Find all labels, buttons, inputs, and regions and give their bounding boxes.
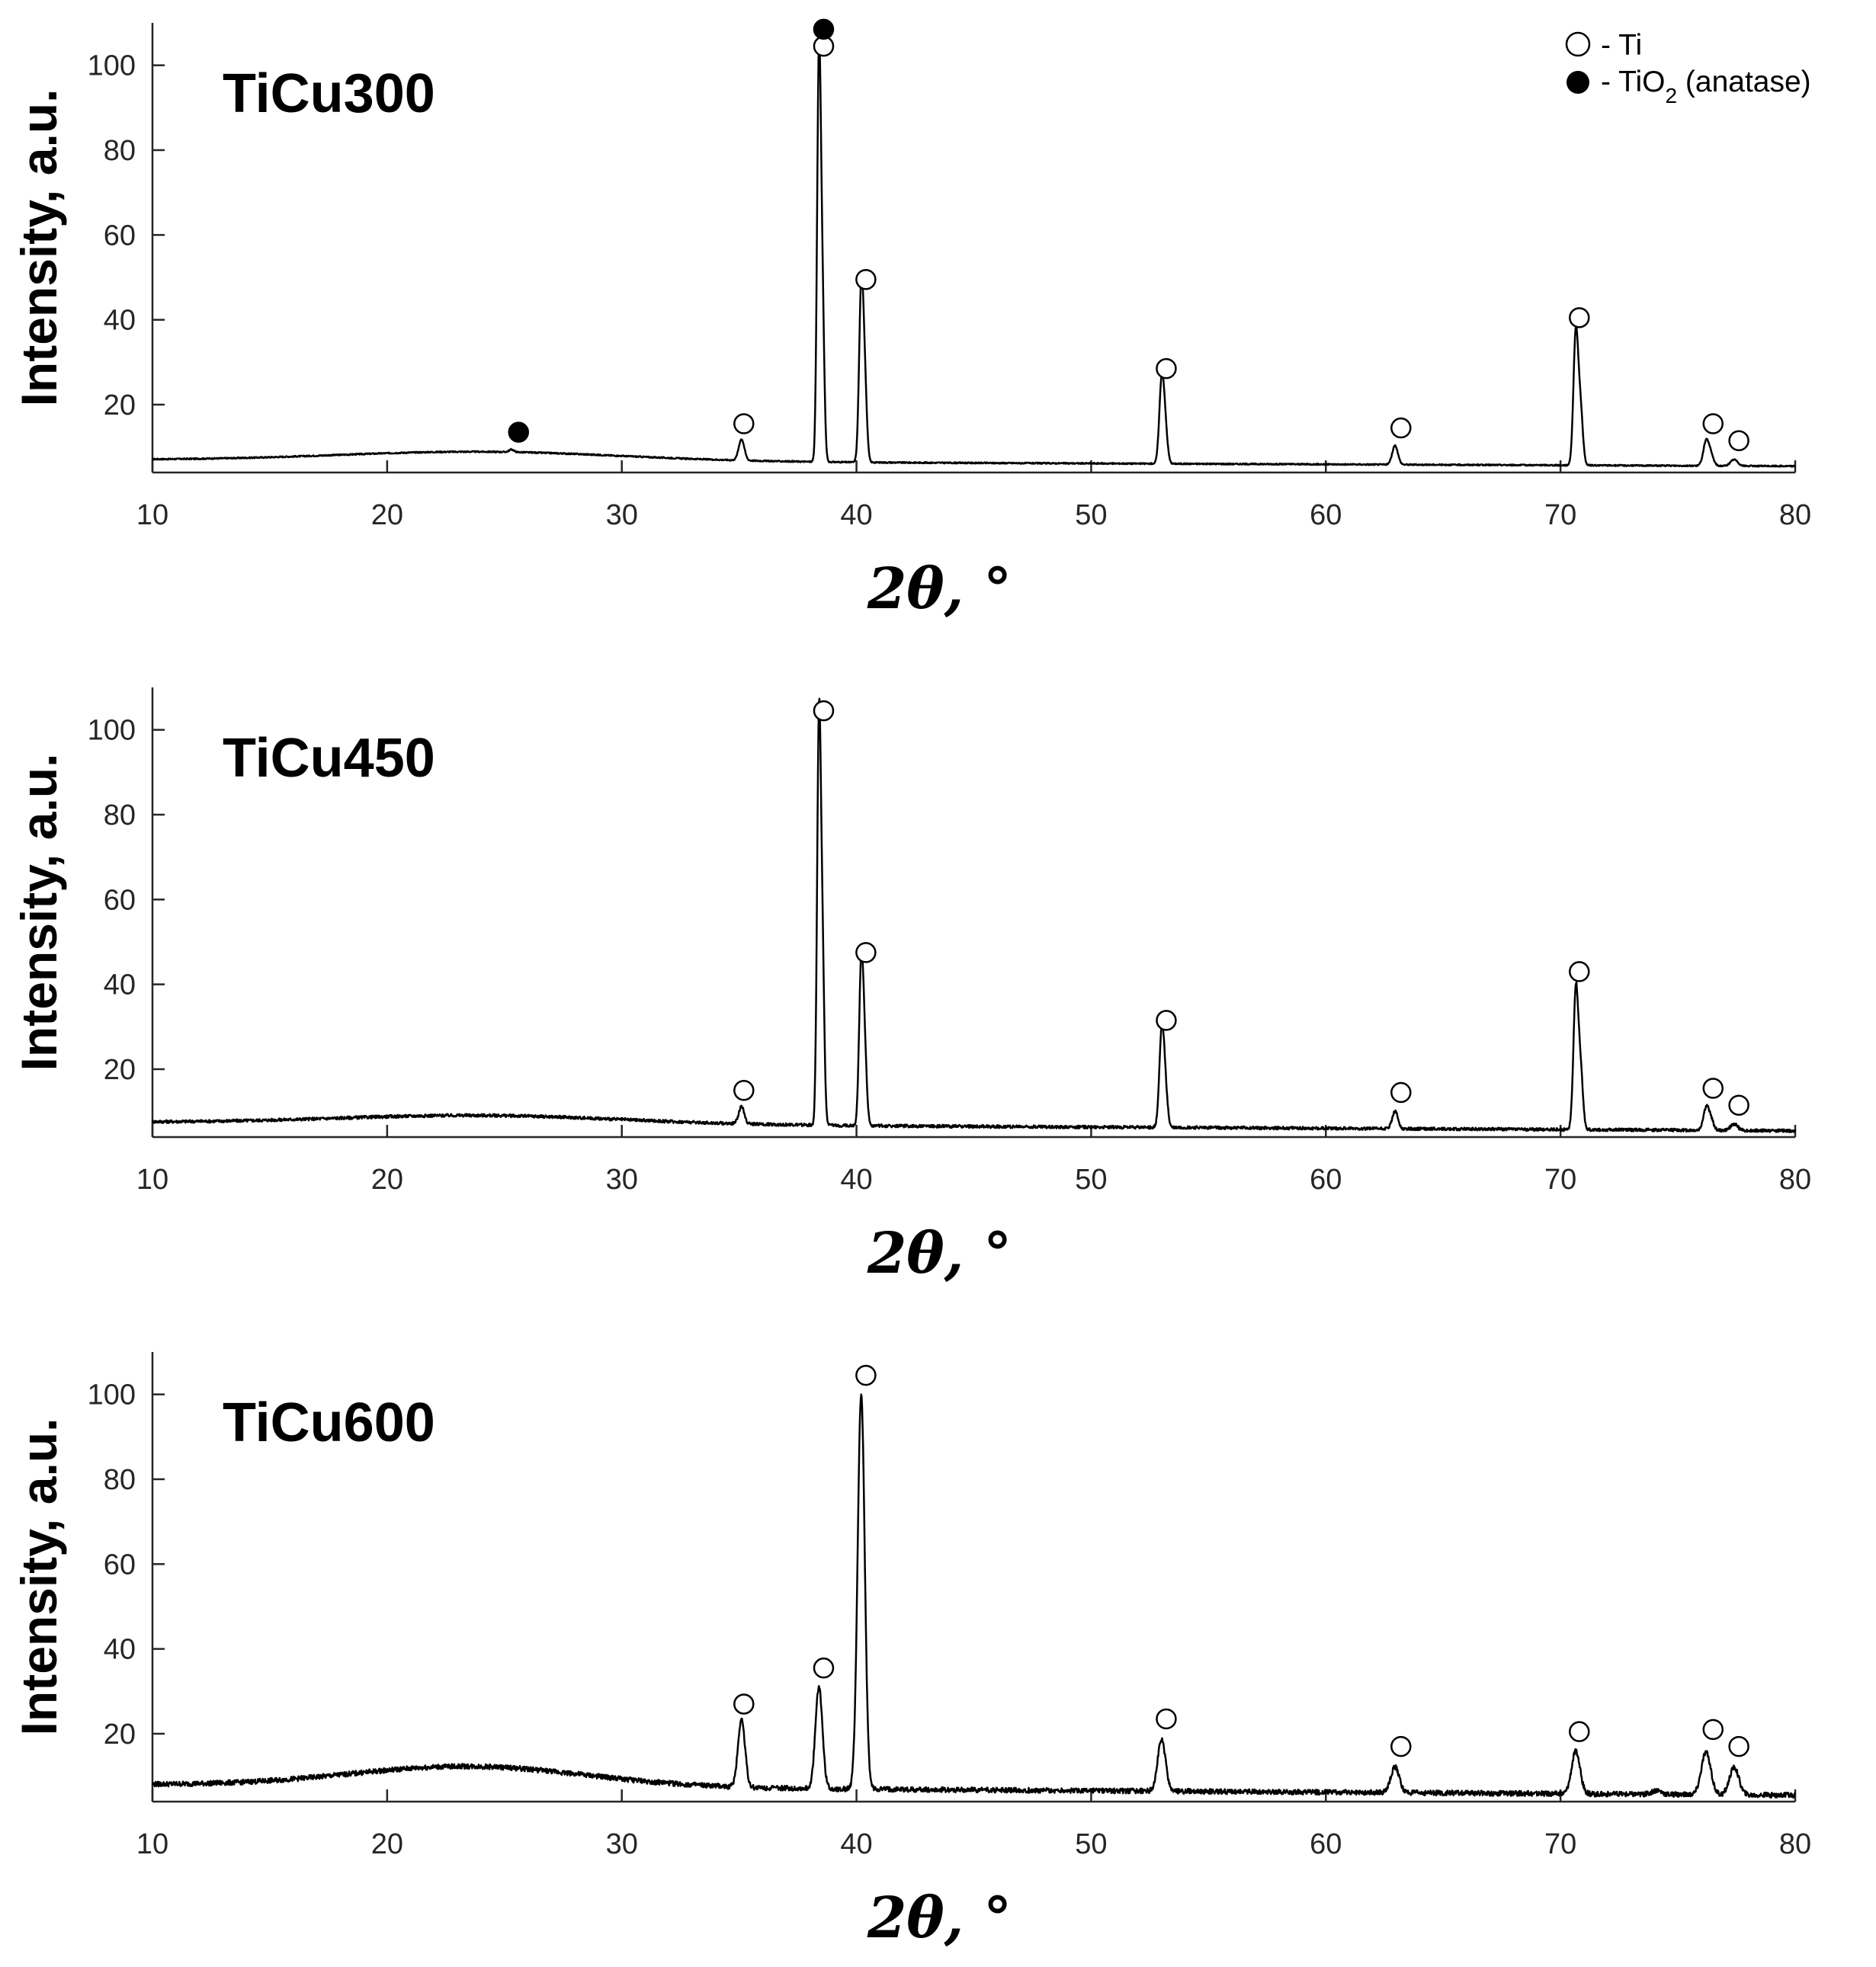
ti-peak-marker — [813, 700, 835, 722]
x-tick-label: 60 — [1310, 499, 1342, 531]
x-tick-label: 50 — [1075, 1164, 1107, 1196]
x-tick-label: 50 — [1075, 1828, 1107, 1860]
x-tick-label: 80 — [1779, 1164, 1811, 1196]
y-tick-label: 40 — [104, 1634, 136, 1666]
ti-peak-marker — [1702, 1078, 1724, 1099]
y-tick-label: 20 — [104, 1719, 136, 1751]
xrd-trace — [152, 34, 1796, 468]
tio2-peak-marker — [508, 421, 530, 443]
x-tick-label: 70 — [1544, 1828, 1576, 1860]
x-tick-label: 40 — [840, 499, 872, 531]
ti-peak-marker — [855, 268, 877, 290]
ti-peak-marker — [813, 1657, 835, 1679]
ti-peak-marker — [1702, 1719, 1724, 1741]
legend-ti-marker — [1565, 31, 1591, 57]
x-tick-label: 80 — [1779, 499, 1811, 531]
ti-peak-marker — [1156, 1708, 1177, 1730]
ti-peak-marker — [1390, 1081, 1412, 1104]
panel-title: TiCu600 — [223, 1392, 435, 1453]
x-tick-label: 50 — [1075, 499, 1107, 531]
x-axis-label: 2θ, ° — [867, 1885, 1012, 1951]
ti-peak-marker — [855, 942, 877, 963]
x-tick-label: 70 — [1544, 499, 1576, 531]
y-axis-label: Intensity, a.u. — [11, 89, 67, 407]
x-tick-label: 30 — [606, 499, 638, 531]
ti-peak-marker — [1728, 430, 1749, 452]
y-tick-label: 40 — [104, 969, 136, 1001]
ti-peak-marker — [1156, 357, 1177, 380]
ti-peak-marker — [733, 413, 755, 434]
y-tick-label: 100 — [88, 715, 136, 747]
y-axis-label: Intensity, a.u. — [11, 754, 67, 1072]
x-tick-label: 30 — [606, 1164, 638, 1196]
legend-ti-label: - Ti — [1601, 29, 1642, 62]
y-tick-label: 80 — [104, 1464, 136, 1496]
panel-title: TiCu300 — [223, 63, 435, 124]
ti-peak-marker — [855, 1364, 877, 1386]
xrd-trace — [151, 697, 1797, 1133]
ti-peak-marker — [1728, 1094, 1749, 1116]
x-tick-label: 70 — [1544, 1164, 1576, 1196]
x-tick-label: 80 — [1779, 1828, 1811, 1860]
y-tick-label: 20 — [104, 389, 136, 421]
panel-ticu600: 10 20 30 40 50 60 70 80 20 40 60 80 100 Intensity, a.… — [11, 1352, 1811, 1951]
y-tick-label: 40 — [104, 305, 136, 337]
x-tick-label: 60 — [1310, 1164, 1342, 1196]
ti-peak-marker — [733, 1693, 755, 1715]
ti-peak-marker — [1390, 1735, 1412, 1757]
y-tick-label: 100 — [88, 50, 136, 82]
ti-peak-marker — [733, 1080, 755, 1101]
x-tick-label: 10 — [136, 499, 168, 531]
y-tick-label: 100 — [88, 1379, 136, 1411]
ti-peak-marker — [1569, 961, 1590, 982]
ti-peak-marker — [1569, 307, 1590, 328]
ti-peak-marker — [1728, 1735, 1749, 1757]
y-axis-label: Intensity, a.u. — [11, 1418, 67, 1736]
x-tick-label: 20 — [371, 1164, 403, 1196]
panel-ticu300: 10 20 30 40 50 60 70 80 20 40 60 80 100 Intensity, a.… — [11, 18, 1811, 622]
x-tick-label: 30 — [606, 1828, 638, 1860]
y-tick-label: 60 — [104, 1549, 136, 1581]
x-tick-label: 40 — [840, 1164, 872, 1196]
legend-tio2-marker — [1567, 71, 1589, 94]
panel-ticu450: 10 20 30 40 50 60 70 80 20 40 60 80 100 Intensity, a.… — [11, 687, 1811, 1286]
ti-peak-marker — [1156, 1010, 1177, 1031]
x-axis-label: 2θ, ° — [867, 1221, 1012, 1286]
x-tick-label: 40 — [840, 1828, 872, 1860]
panel-title: TiCu450 — [223, 728, 435, 789]
legend-tio2-subscript: 2 — [1666, 84, 1678, 107]
y-tick-label: 80 — [104, 799, 136, 831]
y-tick-label: 20 — [104, 1054, 136, 1086]
y-tick-label: 60 — [104, 219, 136, 251]
y-tick-label: 60 — [104, 884, 136, 916]
y-tick-label: 80 — [104, 135, 136, 167]
ti-peak-marker — [1390, 417, 1412, 439]
ti-peak-marker — [1702, 413, 1724, 434]
x-tick-label: 60 — [1310, 1828, 1342, 1860]
x-axis-label: 2θ, ° — [867, 556, 1012, 622]
x-tick-label: 20 — [371, 499, 403, 531]
xrd-trace — [151, 1393, 1797, 1799]
legend: - Ti - TiO2 (anatase) — [1565, 29, 1811, 107]
tio2-peak-marker — [813, 18, 835, 40]
x-tick-label: 20 — [371, 1828, 403, 1860]
legend-tio2-label: - TiO2 (anatase) — [1601, 66, 1811, 107]
x-tick-label: 10 — [136, 1828, 168, 1860]
x-tick-label: 10 — [136, 1164, 168, 1196]
ti-peak-marker — [1569, 1721, 1590, 1742]
